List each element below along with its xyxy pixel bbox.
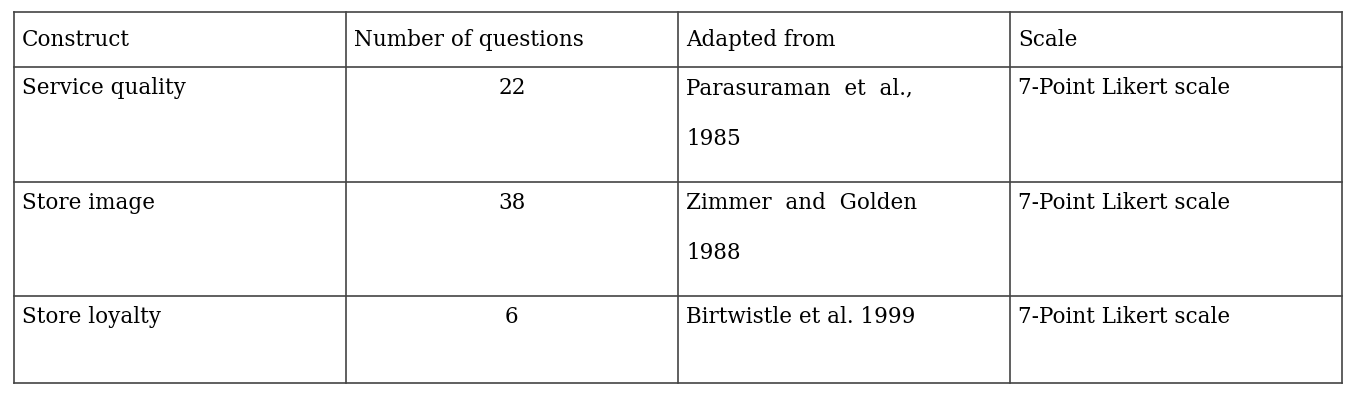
Text: Scale: Scale	[1018, 28, 1078, 51]
Text: Birtwistle et al. 1999: Birtwistle et al. 1999	[686, 306, 915, 328]
Text: Zimmer  and  Golden

1988: Zimmer and Golden 1988	[686, 192, 917, 264]
Text: Store loyalty: Store loyalty	[22, 306, 161, 328]
Text: 7-Point Likert scale: 7-Point Likert scale	[1018, 192, 1230, 214]
Text: Number of questions: Number of questions	[354, 28, 584, 51]
Text: 6: 6	[504, 306, 519, 328]
Text: Service quality: Service quality	[22, 77, 186, 99]
Text: Construct: Construct	[22, 28, 130, 51]
Text: Parasuraman  et  al.,

1985: Parasuraman et al., 1985	[686, 77, 913, 150]
Text: 7-Point Likert scale: 7-Point Likert scale	[1018, 306, 1230, 328]
Text: 38: 38	[498, 192, 526, 214]
Text: Store image: Store image	[22, 192, 155, 214]
Text: 7-Point Likert scale: 7-Point Likert scale	[1018, 77, 1230, 99]
Text: Adapted from: Adapted from	[686, 28, 835, 51]
Text: 22: 22	[498, 77, 526, 99]
